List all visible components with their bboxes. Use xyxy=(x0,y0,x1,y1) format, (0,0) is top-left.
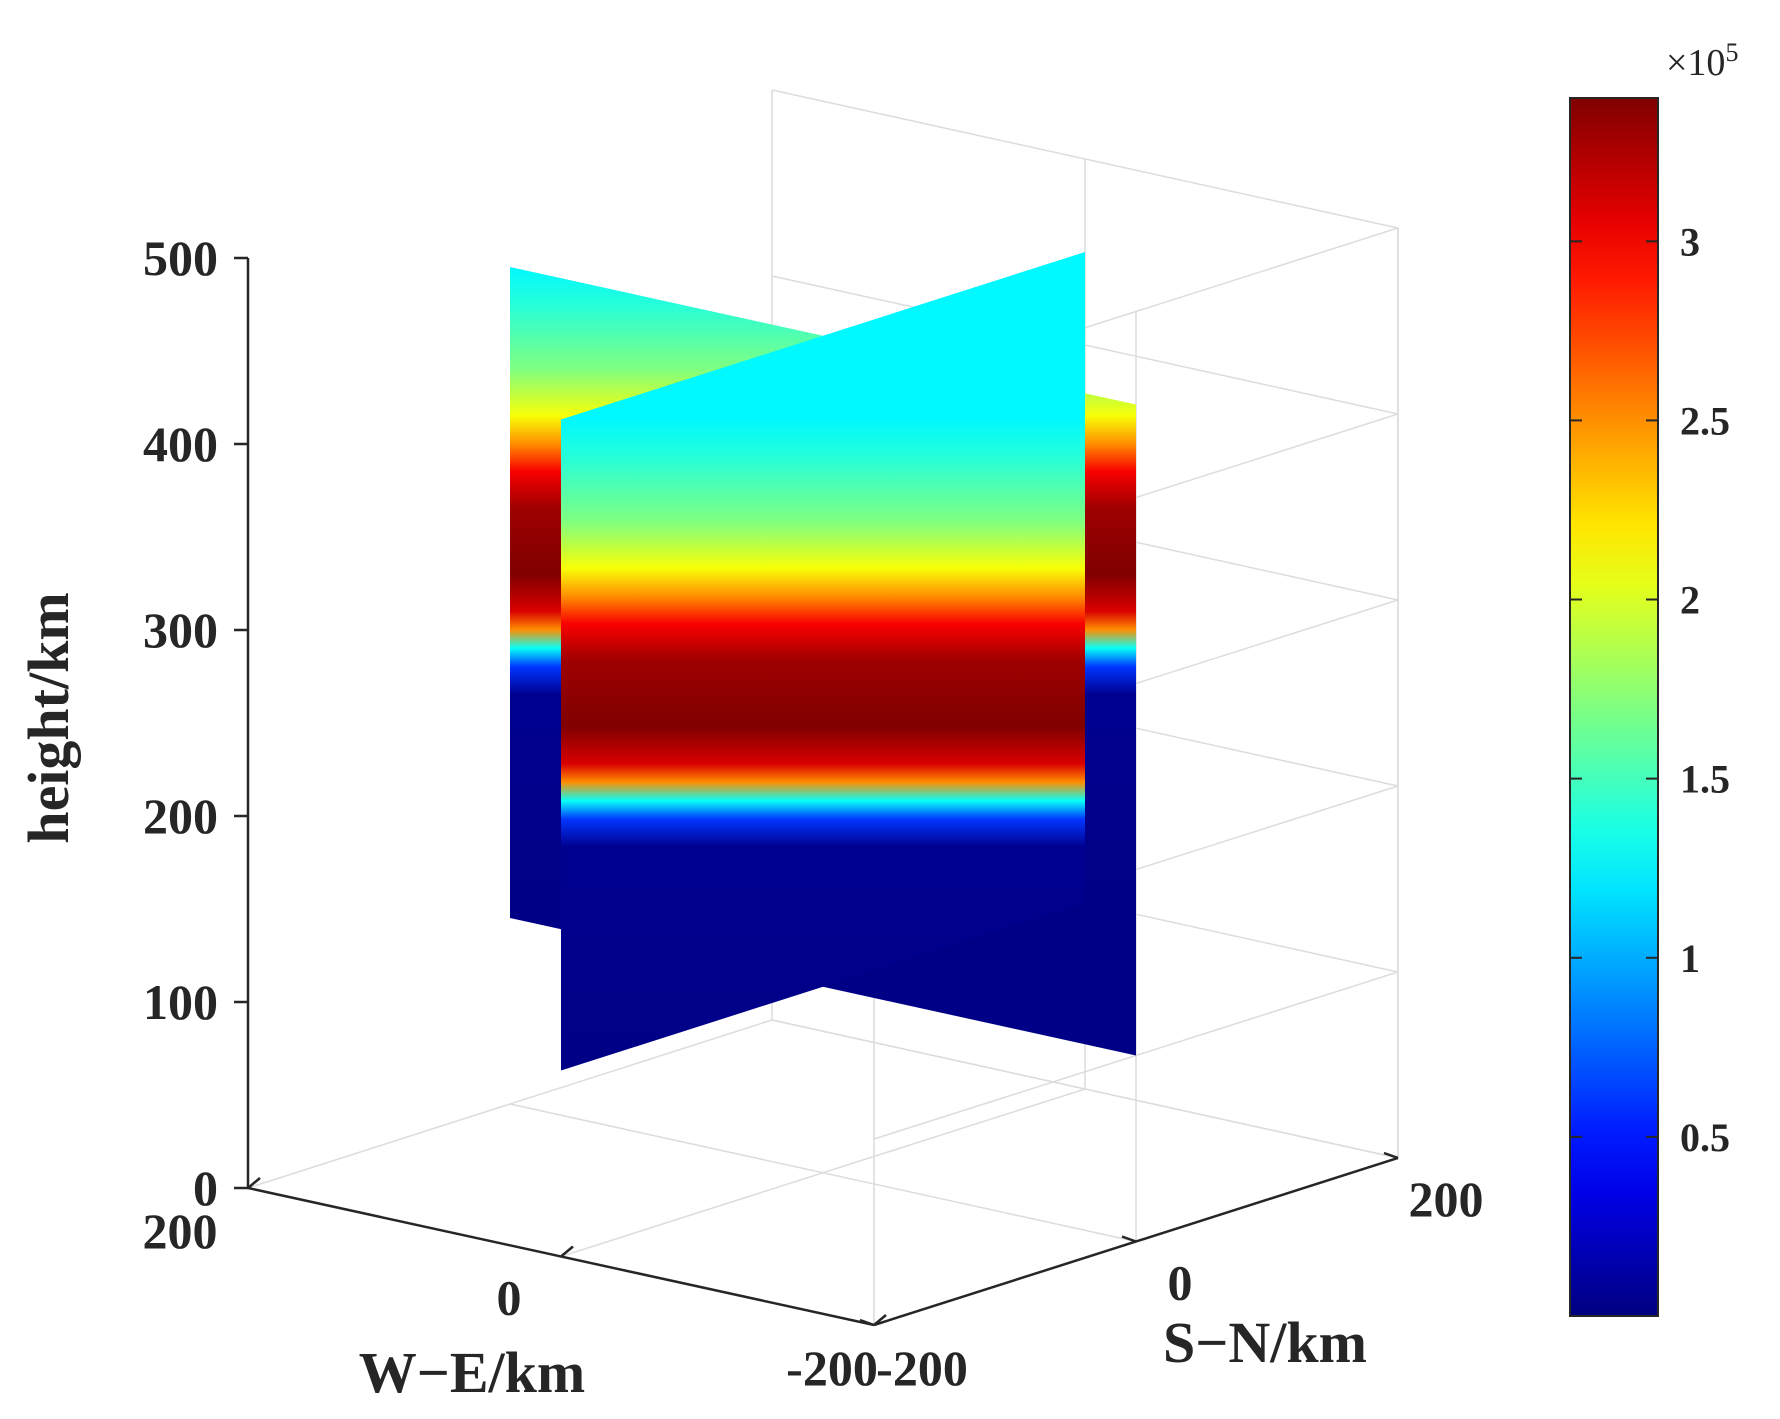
z-tick-label: 0 xyxy=(193,1160,218,1216)
colorbar-exponent: 5 xyxy=(1725,38,1738,67)
colorbar-tick-label: 1 xyxy=(1680,936,1700,981)
z-tick-label: 100 xyxy=(143,974,218,1030)
x-tick-mark xyxy=(247,1177,261,1189)
z-tick-label: 500 xyxy=(143,230,218,286)
grid-line xyxy=(771,1019,1399,1159)
x-axis-label: W−E/km xyxy=(359,1340,585,1405)
slice-planes xyxy=(510,252,1136,1071)
x-tick-label: 200 xyxy=(143,1203,218,1259)
colorbar-tick-label: 0.5 xyxy=(1680,1115,1730,1160)
z-axis-label: height/km xyxy=(16,592,81,843)
slice-plane-s-n xyxy=(561,252,1085,1071)
y-tick-label: -200 xyxy=(876,1340,968,1396)
y-axis-label: S−N/km xyxy=(1163,1310,1367,1375)
z-tick-label: 400 xyxy=(143,416,218,472)
colorbar-tick-label: 2 xyxy=(1680,578,1700,623)
z-tick-label: 200 xyxy=(143,788,218,844)
x-tick-label: -200 xyxy=(786,1340,878,1396)
y-tick-mark xyxy=(1383,1151,1399,1160)
x-tick-mark xyxy=(873,1314,887,1326)
x-tick-mark xyxy=(560,1245,574,1258)
colorbar-scale xyxy=(1569,97,1659,1317)
y-tick-mark xyxy=(1121,1235,1137,1243)
y-tick-label: 0 xyxy=(1168,1255,1193,1311)
colorbar-multiplier: ×105 xyxy=(1666,38,1738,84)
colorbar-tick-label: 3 xyxy=(1680,219,1700,264)
colorbar: ×105 0.5 1 1.5 2 2.5 3 xyxy=(1569,38,1738,1317)
y-tick-label: 200 xyxy=(1409,1171,1484,1227)
colorbar-tick-label: 1.5 xyxy=(1680,757,1730,802)
y-tick-mark xyxy=(859,1318,875,1327)
colorbar-tick-label: 2.5 xyxy=(1680,398,1730,443)
z-tick-label: 300 xyxy=(143,602,218,658)
grid-line xyxy=(509,1103,1137,1243)
x-tick-label: 0 xyxy=(497,1270,522,1326)
